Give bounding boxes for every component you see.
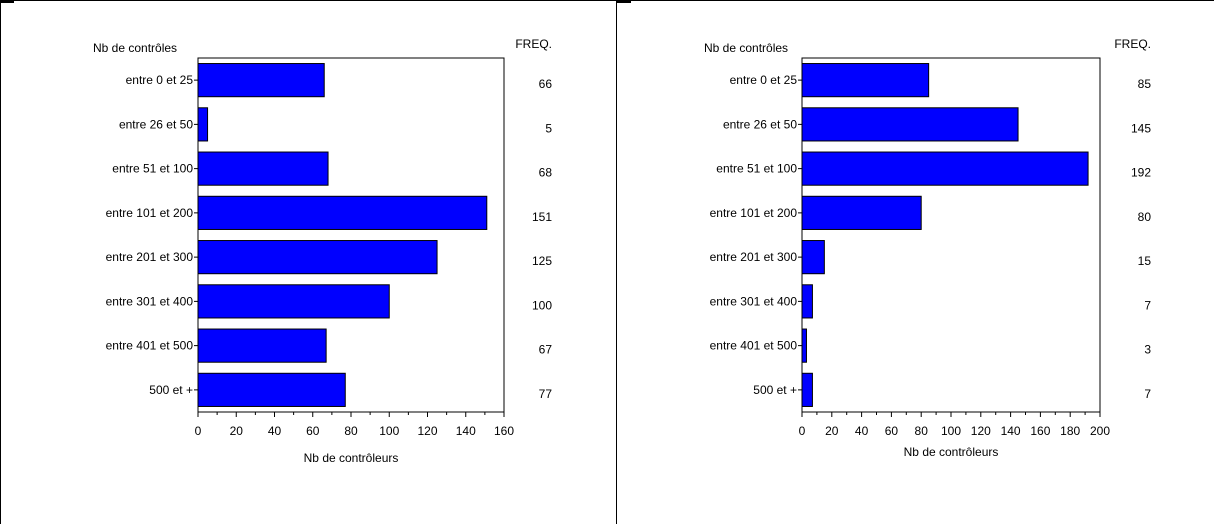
bar bbox=[197, 195, 488, 230]
category-label: entre 401 et 500 bbox=[710, 339, 798, 353]
category-label: entre 101 et 200 bbox=[710, 206, 798, 220]
x-tick-label: 140 bbox=[1001, 424, 1021, 438]
x-tick-label: 180 bbox=[1060, 424, 1080, 438]
x-tick-label: 120 bbox=[417, 424, 437, 438]
chart-panel-right: Nb de contrôles FREQ. Nb de contrôleurs … bbox=[618, 0, 1214, 524]
x-tick-label: 100 bbox=[379, 424, 399, 438]
freq-header: FREQ. bbox=[1114, 37, 1151, 51]
category-label: entre 51 et 100 bbox=[112, 162, 193, 176]
freq-value: 125 bbox=[532, 254, 552, 268]
freq-value: 192 bbox=[1131, 166, 1151, 180]
freq-value: 3 bbox=[1144, 343, 1151, 357]
category-label: entre 301 et 400 bbox=[710, 294, 798, 308]
bar-chart-left: Nb de contrôles FREQ. Nb de contrôleurs … bbox=[93, 37, 553, 465]
x-tick-label: 100 bbox=[941, 424, 961, 438]
freq-value: 68 bbox=[539, 166, 553, 180]
category-label: entre 201 et 300 bbox=[106, 250, 194, 264]
category-label: entre 0 et 25 bbox=[126, 73, 194, 87]
bar bbox=[801, 63, 930, 98]
category-label: 500 et + bbox=[149, 383, 193, 397]
x-tick-label: 120 bbox=[971, 424, 991, 438]
x-tick-label: 20 bbox=[825, 424, 839, 438]
bar bbox=[801, 284, 813, 319]
x-tick-label: 200 bbox=[1090, 424, 1110, 438]
x-axis-label: Nb de contrôleurs bbox=[304, 451, 399, 465]
freq-value: 66 bbox=[539, 77, 553, 91]
x-tick-label: 0 bbox=[195, 424, 202, 438]
x-tick-label: 80 bbox=[915, 424, 929, 438]
category-axis-title: Nb de contrôles bbox=[93, 41, 177, 55]
freq-value: 100 bbox=[532, 298, 552, 312]
category-label: entre 0 et 25 bbox=[730, 73, 798, 87]
freq-value: 15 bbox=[1138, 254, 1152, 268]
bar bbox=[801, 240, 825, 275]
chart-panel-left: Nb de contrôles FREQ. Nb de contrôleurs … bbox=[0, 0, 617, 524]
bar bbox=[197, 372, 346, 407]
freq-value: 7 bbox=[1144, 387, 1151, 401]
category-axis-title: Nb de contrôles bbox=[704, 41, 788, 55]
bar bbox=[197, 240, 438, 275]
bar bbox=[801, 195, 922, 230]
bar bbox=[197, 107, 209, 142]
x-tick-label: 80 bbox=[344, 424, 358, 438]
bar bbox=[801, 328, 807, 363]
freq-value: 5 bbox=[545, 121, 552, 135]
x-tick-label: 60 bbox=[306, 424, 320, 438]
category-label: 500 et + bbox=[753, 383, 797, 397]
x-tick-label: 160 bbox=[1030, 424, 1050, 438]
freq-value: 145 bbox=[1131, 121, 1151, 135]
x-tick-label: 20 bbox=[230, 424, 244, 438]
bar bbox=[801, 151, 1089, 186]
freq-value: 80 bbox=[1138, 210, 1152, 224]
bar bbox=[801, 107, 1019, 142]
bar bbox=[197, 284, 390, 319]
category-label: entre 401 et 500 bbox=[106, 339, 194, 353]
category-label: entre 201 et 300 bbox=[710, 250, 798, 264]
x-tick-label: 40 bbox=[268, 424, 282, 438]
category-label: entre 101 et 200 bbox=[106, 206, 194, 220]
category-label: entre 51 et 100 bbox=[716, 162, 797, 176]
category-label: entre 26 et 50 bbox=[119, 117, 193, 131]
freq-value: 77 bbox=[539, 387, 553, 401]
x-tick-label: 0 bbox=[799, 424, 806, 438]
corner-mark-right bbox=[617, 0, 631, 3]
bar-chart-right: Nb de contrôles FREQ. Nb de contrôleurs … bbox=[704, 37, 1152, 459]
corner-mark-left bbox=[0, 0, 14, 3]
x-axis-label: Nb de contrôleurs bbox=[904, 445, 999, 459]
bar bbox=[197, 63, 325, 98]
bar bbox=[197, 151, 329, 186]
bar bbox=[801, 372, 813, 407]
x-tick-label: 60 bbox=[885, 424, 899, 438]
category-label: entre 301 et 400 bbox=[106, 294, 194, 308]
x-tick-label: 40 bbox=[855, 424, 869, 438]
x-tick-label: 140 bbox=[456, 424, 476, 438]
freq-value: 151 bbox=[532, 210, 552, 224]
freq-value: 67 bbox=[539, 343, 553, 357]
freq-value: 7 bbox=[1144, 298, 1151, 312]
freq-header: FREQ. bbox=[515, 37, 552, 51]
freq-value: 85 bbox=[1138, 77, 1152, 91]
bar bbox=[197, 328, 327, 363]
x-tick-label: 160 bbox=[494, 424, 514, 438]
category-label: entre 26 et 50 bbox=[723, 117, 797, 131]
